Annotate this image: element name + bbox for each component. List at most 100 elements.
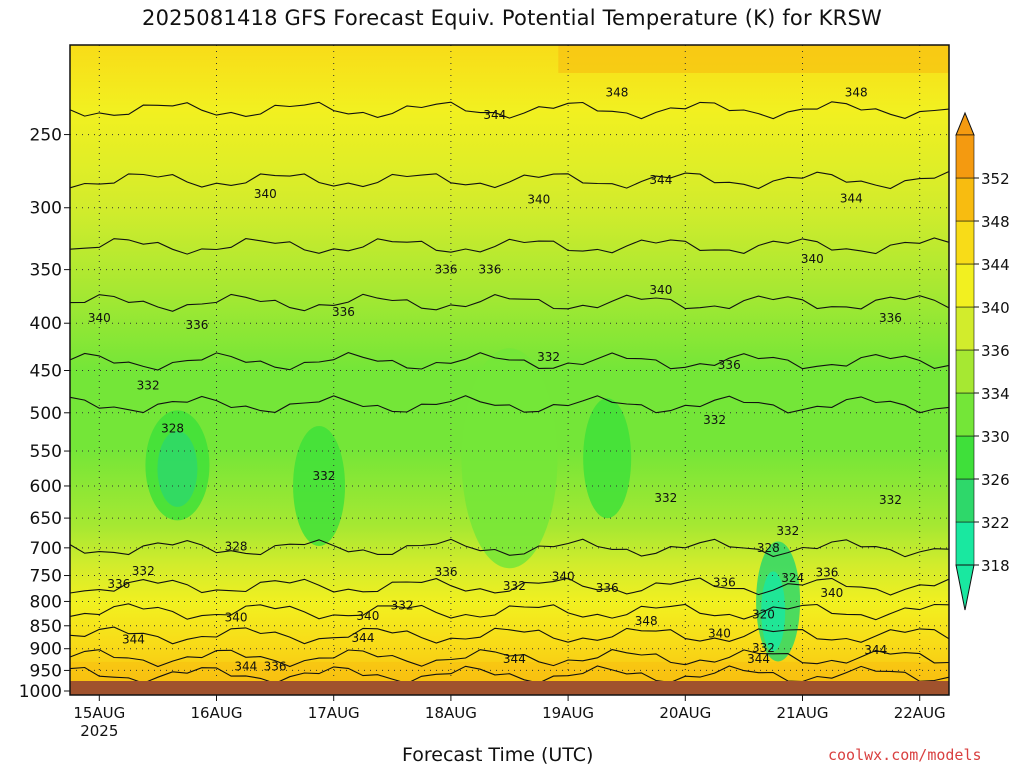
contour-label: 332: [312, 469, 335, 483]
y-tick-label: 950: [30, 661, 62, 681]
contour-label: 340: [801, 252, 824, 266]
colorbar-label: 348: [981, 213, 1010, 231]
colorbar-label: 334: [981, 385, 1010, 403]
contour-line: [69, 649, 950, 668]
y-tick-label: 250: [30, 126, 62, 146]
y-tick-label: 550: [30, 442, 62, 462]
contour-label: 344: [352, 631, 375, 645]
low-theta-region: [461, 348, 558, 569]
contour-label: 332: [137, 378, 160, 392]
contour-label: 340: [254, 187, 277, 201]
contour-label: 328: [161, 422, 184, 436]
colorbar-segment: [955, 435, 975, 480]
colorbar-label: 352: [981, 170, 1010, 188]
ground-strip: [70, 681, 949, 695]
chart-title: 2025081418 GFS Forecast Equiv. Potential…: [142, 6, 882, 30]
y-tick-label: 850: [30, 617, 62, 637]
contour-label: 344: [122, 633, 145, 647]
y-tick-label: 800: [30, 592, 62, 612]
contour-label: 336: [107, 577, 130, 591]
contour-label: 336: [713, 575, 736, 589]
contour-label: 332: [537, 350, 560, 364]
low-theta-region: [157, 430, 198, 507]
contour-line: [69, 101, 950, 120]
colorbar-label: 318: [981, 557, 1010, 575]
colorbar-segment: [955, 220, 975, 265]
colorbar-segment: [955, 478, 975, 523]
colorbar-label: 336: [981, 342, 1010, 360]
y-tick-label: 700: [30, 539, 62, 559]
y-tick-label: 900: [30, 640, 62, 660]
contour-line: [69, 237, 950, 255]
colorbar-label: 326: [981, 471, 1010, 489]
x-tick-label: 16AUG: [191, 704, 243, 722]
x-tick-label: 21AUG: [777, 704, 829, 722]
contour-label: 332: [132, 564, 155, 578]
credit-link[interactable]: coolwx.com/models: [828, 746, 982, 764]
contour-label: 332: [752, 641, 775, 655]
contour-label: 344: [234, 660, 257, 674]
contour-line: [69, 395, 950, 414]
contour-label: 332: [703, 413, 726, 427]
colorbar-segment: [955, 392, 975, 437]
contour-label: 348: [845, 85, 868, 99]
contour-label: 340: [356, 609, 379, 623]
contour-line: [69, 170, 950, 190]
colorbar-extend-top: [955, 111, 975, 136]
contour-label: 348: [635, 614, 658, 628]
contour-label: 332: [503, 579, 526, 593]
contour-line: [69, 626, 950, 645]
x-tick-label: 19AUG: [542, 704, 594, 722]
contour-line: [69, 603, 950, 621]
x-tick-label: 22AUG: [894, 704, 946, 722]
x-tick-label: 18AUG: [425, 704, 477, 722]
contour-label: 344: [840, 191, 863, 205]
contour-label: 328: [757, 541, 780, 555]
contour-label: 332: [879, 493, 902, 507]
contour-label: 336: [332, 305, 355, 319]
contour-label: 336: [596, 581, 619, 595]
y-tick-label: 450: [30, 361, 62, 381]
colorbar-segment: [955, 306, 975, 351]
colorbar-label: 322: [981, 514, 1010, 532]
contour-label: 332: [391, 598, 414, 612]
colorbar-segment: [955, 521, 975, 566]
contour-label: 340: [649, 283, 672, 297]
colorbar-label: 344: [981, 256, 1010, 274]
y-tick-label: 650: [30, 509, 62, 529]
contour-label: 340: [88, 311, 111, 325]
contour-label: 340: [225, 611, 248, 625]
y-tick-label: 300: [30, 199, 62, 219]
contour-label: 336: [435, 263, 458, 277]
contour-line: [69, 538, 950, 558]
contour-label: 344: [503, 652, 526, 666]
x-tick-label: 15AUG: [73, 704, 125, 722]
x-tick-label: 20AUG: [659, 704, 711, 722]
colorbar-segment: [955, 263, 975, 308]
contour-line: [69, 577, 950, 596]
x-axis-label: Forecast Time (UTC): [402, 744, 594, 766]
high-theta-region: [558, 45, 949, 73]
colorbar-extend-bottom: [955, 564, 975, 611]
contour-label: 344: [483, 108, 506, 122]
y-tick-label: 1000: [19, 682, 62, 702]
contour-label: 336: [815, 565, 838, 579]
contour-label: 336: [879, 311, 902, 325]
contour-label: 348: [605, 85, 628, 99]
contour-label: 328: [225, 540, 248, 554]
contour-line: [69, 293, 950, 312]
contour-label: 340: [820, 586, 843, 600]
contour-label: 336: [479, 263, 502, 277]
colorbar-label: 330: [981, 428, 1010, 446]
contour-label: 320: [752, 607, 775, 621]
colorbar-segment: [955, 134, 975, 179]
low-theta-region: [583, 398, 632, 519]
y-tick-label: 750: [30, 567, 62, 587]
contour-label: 336: [718, 358, 741, 372]
contour-label: 336: [186, 318, 209, 332]
contour-label: 340: [708, 626, 731, 640]
contour-label: 344: [747, 652, 770, 666]
y-tick-label: 500: [30, 404, 62, 424]
